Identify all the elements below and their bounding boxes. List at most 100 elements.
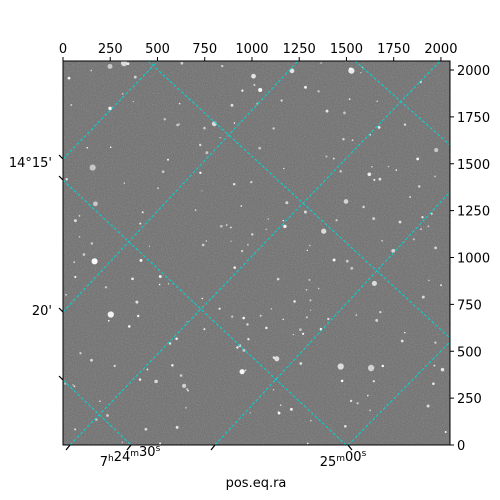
star [70, 104, 73, 106]
star [133, 75, 137, 79]
star [303, 210, 307, 214]
star [146, 368, 149, 371]
star [440, 284, 442, 287]
star [321, 228, 327, 234]
star [280, 99, 283, 102]
star [178, 102, 181, 105]
star [74, 428, 77, 431]
star [120, 61, 128, 67]
star [158, 283, 161, 286]
star [274, 356, 280, 362]
star [265, 326, 268, 330]
y-tick-label: 2000 [457, 64, 490, 79]
star [251, 73, 256, 79]
star [378, 177, 382, 181]
star [367, 172, 372, 177]
grid-line [63, 61, 159, 160]
ra-tick [65, 444, 71, 451]
star [201, 190, 203, 192]
grid-line [214, 191, 450, 445]
star [179, 374, 183, 377]
star [432, 382, 435, 386]
star [343, 199, 349, 204]
star [309, 244, 311, 247]
star [168, 342, 172, 345]
star [367, 394, 369, 397]
star [404, 331, 406, 334]
star [253, 83, 256, 87]
star [73, 385, 76, 388]
star [205, 151, 209, 155]
dec-tick [58, 375, 64, 381]
star [139, 258, 143, 262]
star [233, 266, 236, 269]
star [256, 102, 259, 105]
star [64, 382, 67, 385]
star [289, 68, 295, 74]
star [340, 379, 344, 383]
star [199, 171, 202, 174]
star [272, 389, 275, 391]
star [167, 158, 169, 161]
star [434, 341, 437, 344]
star [373, 178, 376, 181]
star [137, 314, 140, 318]
star [320, 62, 322, 64]
star [247, 243, 249, 246]
dec-tick [58, 175, 64, 181]
pixel-y-axis: 0 250 500 750 1000 1250 1500 1750 2000 [450, 64, 490, 454]
star [219, 137, 221, 139]
ra-tick [210, 444, 216, 451]
star [430, 212, 433, 215]
star [440, 367, 445, 372]
star [371, 280, 377, 286]
star [78, 236, 81, 238]
stars [64, 61, 447, 445]
star [230, 240, 232, 242]
star [342, 138, 345, 141]
star [108, 106, 112, 111]
star [444, 430, 447, 434]
star [132, 100, 134, 103]
star [194, 209, 197, 211]
star [241, 89, 244, 92]
star [244, 369, 247, 372]
star [309, 299, 312, 302]
star [219, 224, 223, 228]
x-tick-label: 750 [192, 42, 217, 57]
star [371, 166, 373, 168]
star [398, 220, 402, 224]
star [367, 364, 375, 372]
star [247, 338, 250, 341]
star [270, 308, 272, 310]
star [187, 389, 189, 392]
star [403, 123, 407, 126]
star [89, 164, 96, 171]
star [225, 224, 228, 226]
ra-tick-label: 25m00s [320, 449, 367, 470]
ra-tick-label: 7h24m30s [100, 444, 161, 470]
star [283, 224, 287, 229]
star [332, 258, 336, 262]
star [369, 409, 371, 412]
x-tick-label: 1250 [283, 42, 316, 57]
y-tick-label: 1500 [457, 158, 490, 173]
ra-tick [347, 444, 353, 451]
star [381, 239, 384, 242]
star [419, 80, 422, 84]
star [220, 64, 224, 68]
star [306, 442, 309, 445]
star [231, 315, 234, 318]
star [360, 71, 362, 74]
star [434, 175, 437, 178]
image-noise [63, 61, 450, 445]
grid-line [347, 341, 450, 445]
star [343, 111, 346, 115]
star [159, 442, 162, 445]
star [305, 316, 308, 319]
star [73, 261, 76, 264]
star [185, 407, 187, 409]
star [106, 414, 109, 417]
star [420, 228, 422, 230]
x-tick-label: 1500 [330, 42, 363, 57]
